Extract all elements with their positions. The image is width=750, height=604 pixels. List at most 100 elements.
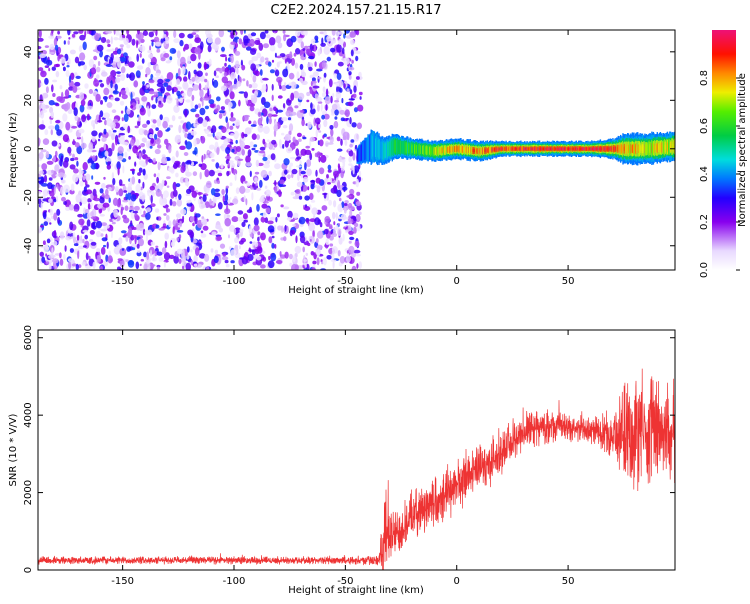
heatmap-noise-cell bbox=[306, 99, 310, 103]
heatmap-noise-cell bbox=[224, 259, 229, 264]
heatmap-noise-cell bbox=[193, 261, 197, 264]
heatmap-ridge-cell bbox=[616, 147, 618, 151]
heatmap-ridge-cell bbox=[386, 140, 389, 159]
heatmap-noise-cell bbox=[195, 247, 200, 256]
heatmap-noise-cell bbox=[289, 229, 293, 237]
heatmap-noise-cell bbox=[63, 201, 67, 205]
heatmap-noise-cell bbox=[74, 81, 81, 87]
heatmap-ridge-cell bbox=[481, 149, 483, 153]
heatmap-noise-cell bbox=[111, 142, 115, 152]
heatmap-ridge-cell bbox=[466, 148, 468, 152]
heatmap-noise-cell bbox=[98, 208, 103, 214]
heatmap-noise-cell bbox=[48, 35, 55, 39]
heatmap-noise-cell bbox=[173, 104, 180, 113]
heatmap-noise-cell bbox=[221, 126, 227, 133]
heatmap-noise-cell bbox=[275, 260, 283, 264]
heatmap-noise-cell bbox=[38, 138, 41, 147]
y-tick-label: 20 bbox=[23, 94, 34, 107]
heatmap-noise-cell bbox=[78, 45, 83, 52]
heatmap-noise-cell bbox=[299, 78, 303, 83]
heatmap-ridge-cell bbox=[443, 148, 446, 152]
heatmap-noise-cell bbox=[38, 191, 42, 195]
heatmap-noise-cell bbox=[154, 148, 161, 155]
heatmap-ridge-cell bbox=[485, 148, 488, 153]
heatmap-ridge-cell bbox=[562, 147, 564, 150]
heatmap-ridge-cell bbox=[578, 147, 581, 150]
heatmap-noise-cell bbox=[337, 250, 341, 257]
x-tick-label: -150 bbox=[111, 276, 134, 287]
heatmap-ridge-cell bbox=[641, 146, 644, 151]
heatmap-noise-cell bbox=[242, 213, 248, 220]
heatmap-noise-cell bbox=[335, 82, 340, 87]
heatmap-noise-cell bbox=[303, 259, 308, 262]
heatmap-noise-cell bbox=[75, 102, 78, 109]
heatmap-noise-cell bbox=[116, 161, 121, 170]
heatmap-noise-cell bbox=[214, 108, 219, 114]
heatmap-noise-cell bbox=[206, 189, 210, 193]
heatmap-ridge-cell bbox=[425, 146, 428, 154]
heatmap-noise-cell bbox=[143, 129, 149, 136]
heatmap-noise-cell bbox=[115, 186, 119, 193]
heatmap-noise-cell bbox=[353, 226, 357, 234]
heatmap-noise-cell bbox=[252, 74, 257, 83]
heatmap-ridge-cell bbox=[409, 143, 411, 154]
heatmap-noise-cell bbox=[167, 127, 171, 131]
heatmap-noise-cell bbox=[136, 65, 144, 70]
heatmap-noise-cell bbox=[187, 229, 194, 236]
heatmap-ridge-cell bbox=[489, 148, 491, 152]
heatmap-noise-cell bbox=[302, 136, 307, 140]
heatmap-noise-cell bbox=[142, 149, 146, 155]
x-tick-label: 0 bbox=[454, 576, 460, 587]
heatmap-noise-cell bbox=[194, 104, 199, 110]
heatmap-noise-cell bbox=[206, 133, 214, 137]
heatmap-noise-cell bbox=[145, 234, 149, 242]
heatmap-noise-cell bbox=[176, 230, 184, 233]
heatmap-noise-cell bbox=[86, 219, 91, 227]
heatmap-noise-cell bbox=[327, 164, 332, 170]
heatmap-noise-cell bbox=[335, 91, 342, 99]
heatmap-noise-cell bbox=[163, 213, 167, 216]
heatmap-noise-cell bbox=[250, 124, 257, 127]
heatmap-ridge-cell bbox=[372, 136, 374, 157]
heatmap-noise-cell bbox=[284, 169, 288, 175]
heatmap-noise-cell bbox=[332, 260, 335, 269]
heatmap-noise-cell bbox=[335, 225, 339, 231]
heatmap-noise-cell bbox=[158, 100, 162, 105]
heatmap-noise-cell bbox=[73, 31, 79, 35]
heatmap-noise-cell bbox=[46, 238, 51, 244]
heatmap-ridge-cell bbox=[382, 142, 384, 160]
heatmap-noise-cell bbox=[114, 97, 120, 102]
heatmap-noise-cell bbox=[172, 189, 178, 197]
heatmap-noise-cell bbox=[139, 208, 142, 215]
heatmap-noise-cell bbox=[230, 111, 234, 119]
heatmap-ridge-cell bbox=[585, 147, 588, 151]
heatmap-noise-cell bbox=[277, 95, 283, 99]
heatmap-noise-cell bbox=[309, 152, 313, 161]
heatmap-noise-cell bbox=[331, 103, 338, 110]
heatmap-noise-cell bbox=[178, 116, 182, 120]
heatmap-noise-cell bbox=[48, 198, 53, 204]
heatmap-noise-cell bbox=[142, 181, 145, 189]
heatmap-ridge-cell bbox=[492, 148, 494, 152]
heatmap-noise-cell bbox=[310, 200, 316, 203]
heatmap-noise-cell bbox=[245, 155, 251, 163]
heatmap-noise-cell bbox=[188, 43, 193, 50]
heatmap-noise-cell bbox=[269, 107, 273, 112]
heatmap-noise-cell bbox=[208, 58, 212, 65]
heatmap-noise-cell bbox=[62, 113, 68, 122]
heatmap-noise-cell bbox=[179, 97, 184, 104]
heatmap-noise-cell bbox=[148, 264, 156, 267]
heatmap-noise-cell bbox=[155, 97, 158, 104]
heatmap-ridge-cell bbox=[403, 142, 405, 153]
heatmap-noise-cell bbox=[211, 159, 215, 162]
heatmap-noise-cell bbox=[213, 255, 219, 264]
heatmap-noise-cell bbox=[103, 128, 107, 135]
heatmap-noise-cell bbox=[157, 161, 161, 171]
heatmap-noise-cell bbox=[156, 216, 159, 221]
heatmap-noise-cell bbox=[132, 235, 138, 239]
heatmap-noise-cell bbox=[226, 214, 231, 218]
heatmap-noise-cell bbox=[330, 259, 337, 263]
heatmap-noise-cell bbox=[172, 88, 175, 95]
heatmap-noise-cell bbox=[225, 146, 231, 154]
